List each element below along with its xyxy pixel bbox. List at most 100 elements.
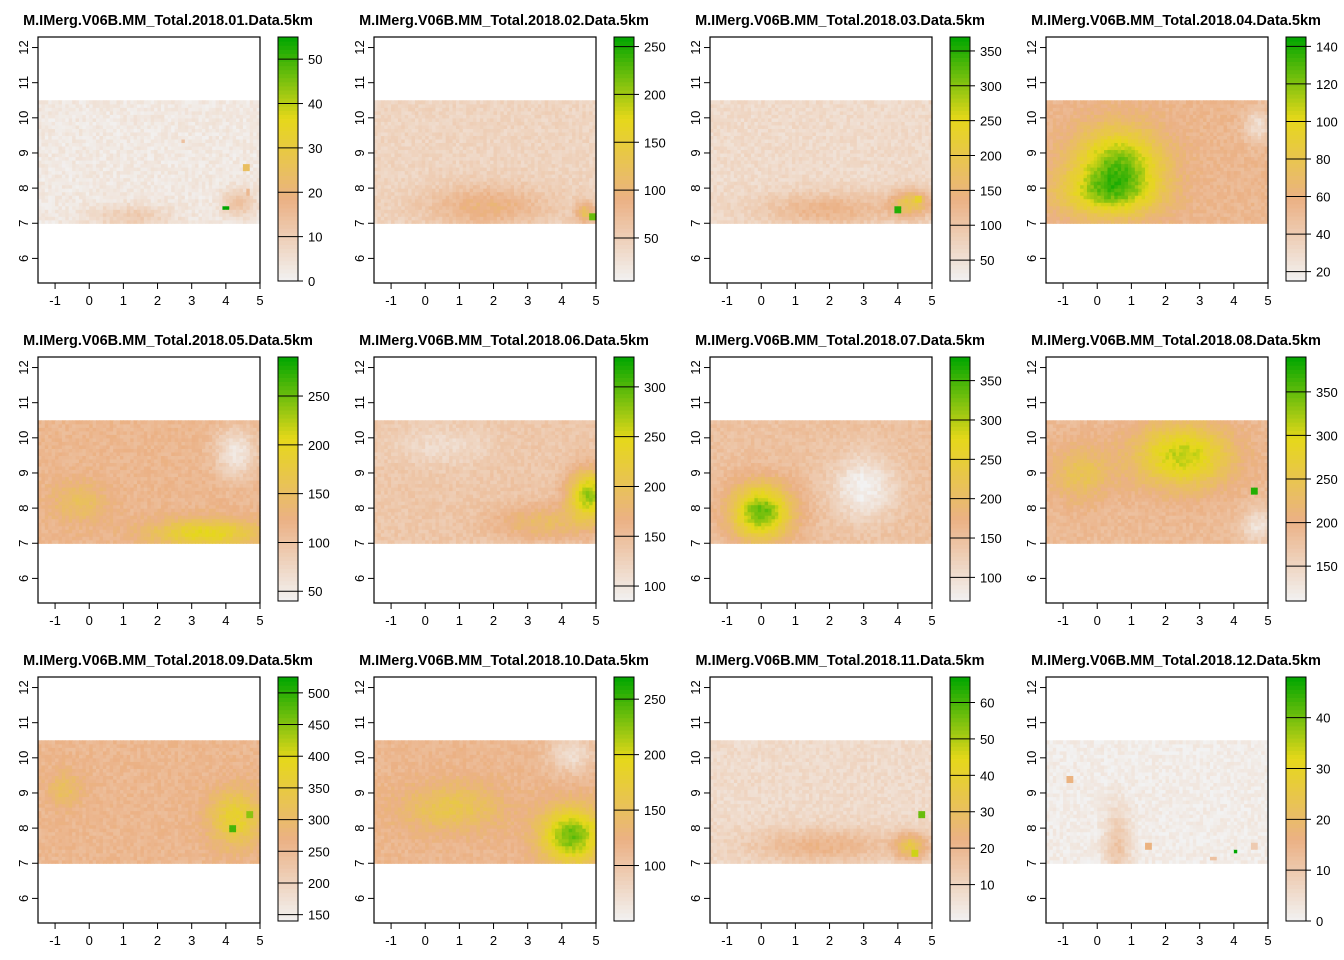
legend-swatch xyxy=(614,106,634,111)
data-cell xyxy=(191,202,196,207)
data-cell xyxy=(503,142,508,147)
data-cell xyxy=(160,184,165,189)
data-cell xyxy=(401,131,406,136)
data-cell xyxy=(106,121,111,126)
data-cell xyxy=(191,110,196,115)
data-cell xyxy=(188,170,193,175)
data-cell xyxy=(575,181,580,186)
data-cell xyxy=(514,205,519,210)
data-cell xyxy=(119,212,124,217)
data-cell xyxy=(123,184,128,189)
data-cell xyxy=(38,138,43,144)
data-cell xyxy=(561,160,566,165)
data-cell xyxy=(236,177,241,182)
data-cell xyxy=(126,160,131,165)
data-cell xyxy=(582,121,587,126)
data-cell xyxy=(374,103,379,108)
data-cell xyxy=(123,216,128,221)
data-cell xyxy=(242,152,247,158)
data-cell xyxy=(167,121,172,126)
data-cell xyxy=(215,163,220,168)
data-cell xyxy=(205,100,210,105)
data-cell xyxy=(445,100,450,105)
data-cell xyxy=(41,177,46,182)
data-cell xyxy=(116,135,121,140)
data-cell xyxy=(126,124,131,129)
data-cell xyxy=(418,117,423,122)
data-cell xyxy=(239,117,244,122)
data-cell xyxy=(496,103,501,108)
data-cell xyxy=(397,100,402,105)
data-cell xyxy=(72,191,77,196)
data-cell xyxy=(198,128,203,133)
data-cell xyxy=(113,219,118,224)
data-cell xyxy=(377,188,382,193)
data-cell xyxy=(239,191,244,196)
data-cell xyxy=(61,209,66,214)
data-cell xyxy=(92,138,97,144)
data-cell xyxy=(140,114,145,119)
data-cell xyxy=(462,209,467,214)
data-cell xyxy=(58,131,63,136)
data-cell xyxy=(710,131,715,136)
data-cell xyxy=(198,170,203,175)
data-cell xyxy=(150,142,155,147)
data-cell xyxy=(143,128,148,133)
data-cell xyxy=(408,163,413,168)
data-cell xyxy=(384,216,389,221)
data-cell xyxy=(384,174,389,179)
data-cell xyxy=(524,149,529,154)
data-cell xyxy=(150,212,155,217)
data-cell xyxy=(147,202,152,207)
data-cell xyxy=(82,145,87,151)
data-cell xyxy=(205,121,210,126)
data-cell xyxy=(205,212,210,217)
data-cell xyxy=(236,167,241,172)
data-cell xyxy=(133,138,138,144)
data-cell xyxy=(473,209,478,214)
data-cell xyxy=(225,181,230,186)
data-cell xyxy=(126,216,131,221)
data-cell xyxy=(178,181,183,186)
data-cell xyxy=(239,149,244,154)
data-cell xyxy=(106,100,111,105)
data-cell xyxy=(585,114,590,119)
data-cell xyxy=(555,181,560,186)
data-cell xyxy=(534,163,539,168)
raster xyxy=(38,100,261,224)
data-cell xyxy=(517,121,522,126)
data-cell xyxy=(92,107,97,112)
data-cell xyxy=(116,184,121,189)
data-cell xyxy=(524,167,529,172)
data-cell xyxy=(239,170,244,175)
data-cell xyxy=(548,188,553,193)
data-cell xyxy=(38,131,43,136)
data-cell xyxy=(496,128,501,133)
data-cell xyxy=(730,202,735,207)
data-cell xyxy=(256,188,261,193)
data-cell xyxy=(123,114,128,119)
data-cell xyxy=(38,167,43,172)
data-cell xyxy=(239,188,244,193)
data-cell xyxy=(551,103,556,108)
data-cell xyxy=(106,103,111,108)
data-cell xyxy=(44,177,49,182)
data-cell xyxy=(520,174,525,179)
data-cell xyxy=(397,138,402,144)
data-cell xyxy=(428,163,433,168)
data-cell xyxy=(219,198,224,203)
data-cell xyxy=(198,191,203,196)
data-cell xyxy=(55,142,60,147)
data-cell xyxy=(171,156,176,161)
data-cell xyxy=(425,195,430,200)
data-cell xyxy=(479,103,484,108)
data-cell xyxy=(119,138,124,144)
data-cell xyxy=(48,103,53,108)
data-cell xyxy=(517,117,522,122)
data-cell xyxy=(78,145,83,151)
data-cell xyxy=(106,152,111,158)
data-cell xyxy=(585,107,590,112)
data-cell xyxy=(537,202,542,207)
data-cell xyxy=(374,216,379,221)
data-cell xyxy=(201,212,206,217)
